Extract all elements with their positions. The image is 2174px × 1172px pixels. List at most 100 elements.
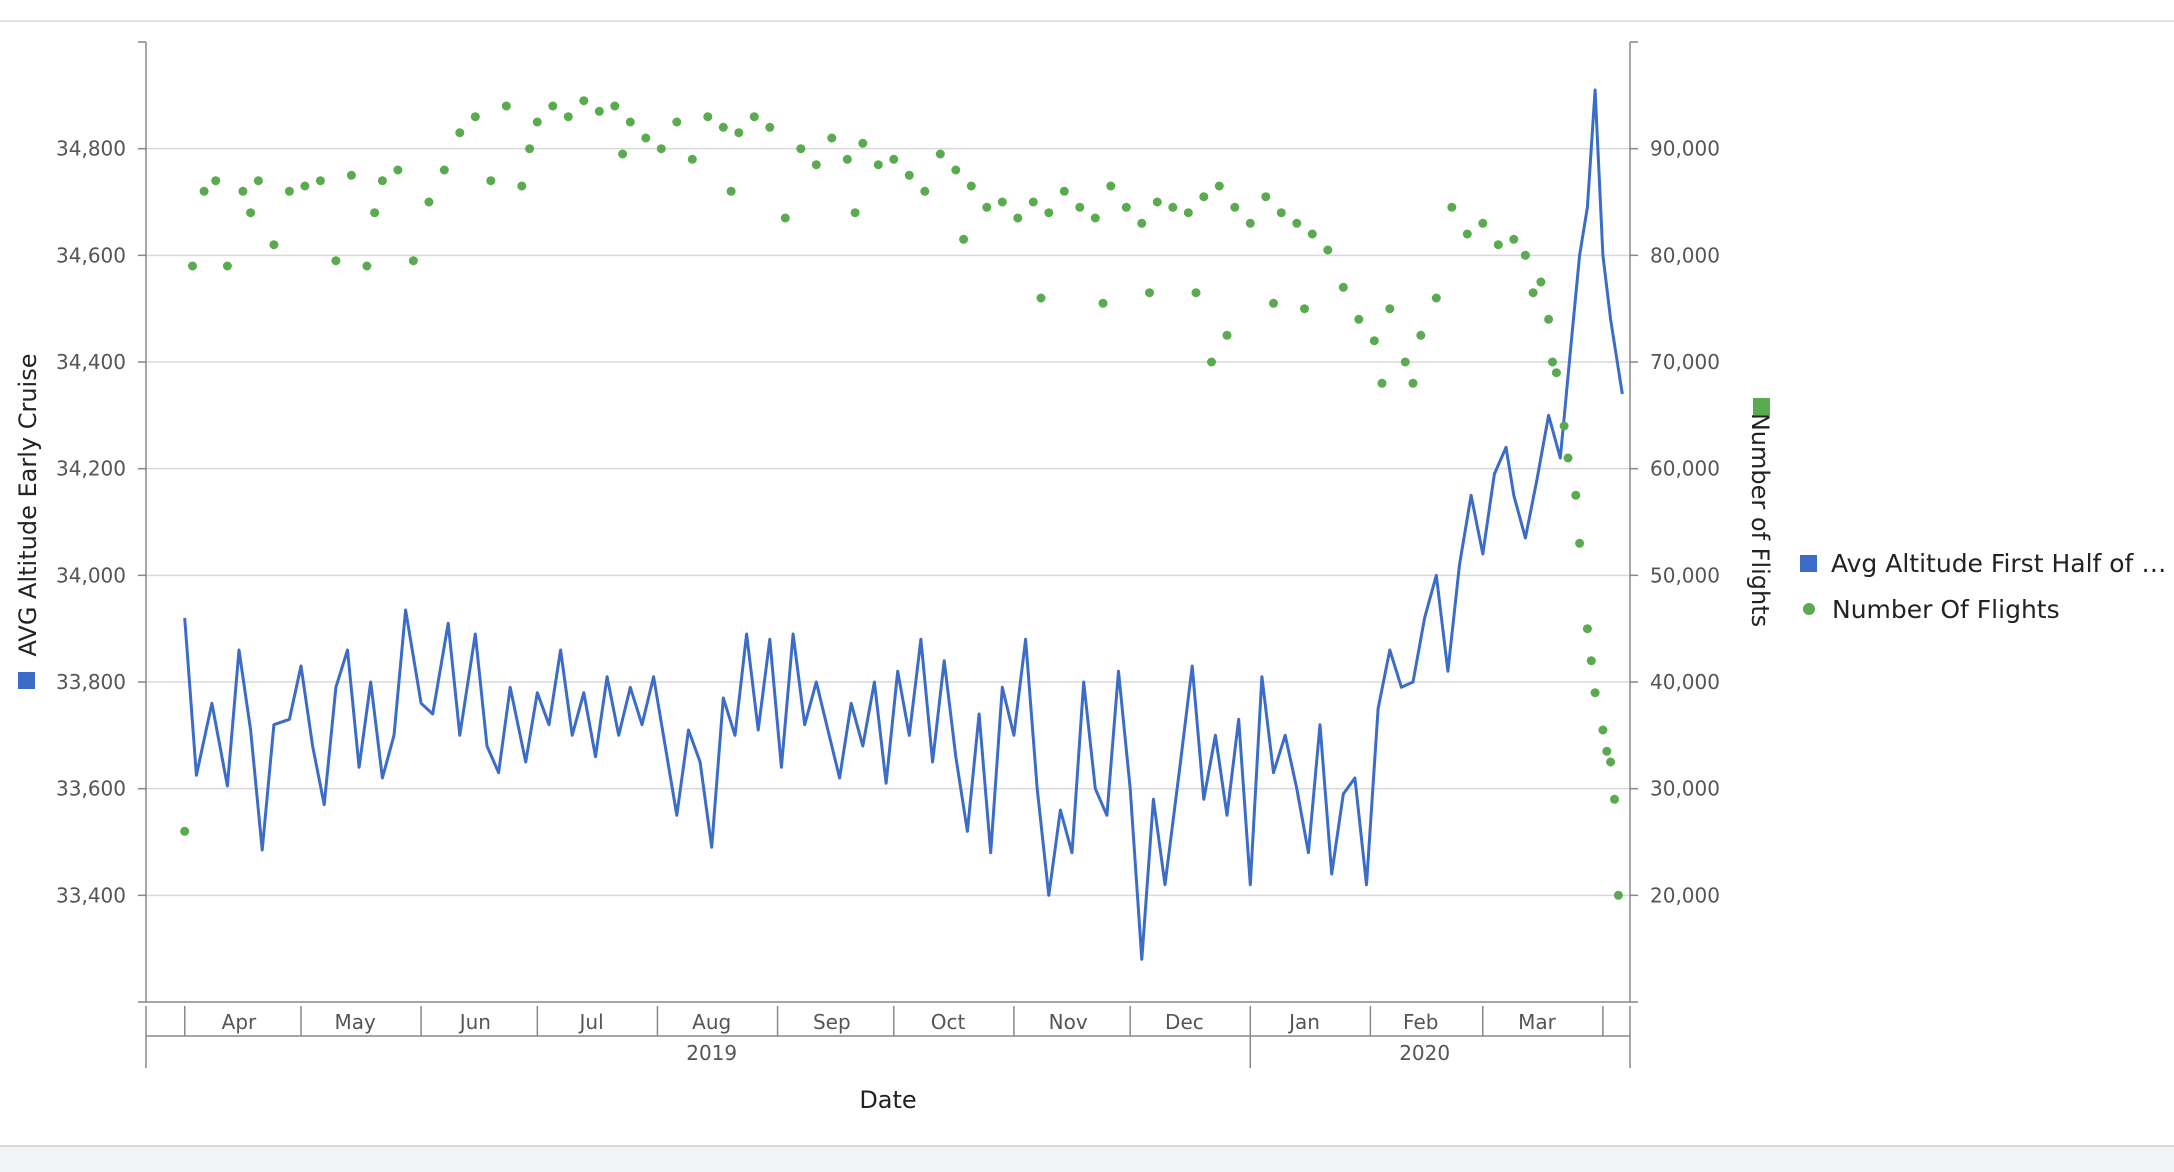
flights-point xyxy=(1598,725,1608,735)
flights-point xyxy=(858,138,868,148)
flights-point xyxy=(1377,378,1387,388)
flights-point xyxy=(180,826,190,836)
flights-point xyxy=(959,234,969,244)
y-right-tick-label: 40,000 xyxy=(1650,670,1720,694)
y-left-tick-label: 34,800 xyxy=(56,137,126,161)
flights-point xyxy=(780,213,790,223)
month-label: Apr xyxy=(222,1010,257,1034)
flights-point xyxy=(1013,213,1023,223)
flights-scatter-series xyxy=(180,96,1623,900)
flights-point xyxy=(1613,890,1623,900)
flights-point xyxy=(1431,293,1441,303)
flights-point xyxy=(362,261,372,271)
legend: Avg Altitude First Half of Cr... Number … xyxy=(1800,540,2171,632)
month-label: Sep xyxy=(813,1010,851,1034)
flights-point xyxy=(525,144,535,154)
flights-point xyxy=(1509,234,1519,244)
flights-point xyxy=(1582,624,1592,634)
flights-point xyxy=(246,208,256,218)
flights-point xyxy=(1106,181,1116,191)
flights-point xyxy=(439,165,449,175)
month-label: May xyxy=(335,1010,377,1034)
flights-point xyxy=(656,144,666,154)
y-left-tick-label: 33,400 xyxy=(56,883,126,907)
month-label: Feb xyxy=(1403,1010,1438,1034)
flights-point xyxy=(1559,421,1569,431)
flights-point xyxy=(1416,330,1426,340)
flights-point xyxy=(1222,330,1232,340)
flights-point xyxy=(982,202,992,212)
flights-point xyxy=(1590,688,1600,698)
flights-point xyxy=(1121,202,1131,212)
flights-point xyxy=(1369,336,1379,346)
flights-point xyxy=(641,133,651,143)
flights-point xyxy=(315,176,325,186)
flights-point xyxy=(517,181,527,191)
flights-point xyxy=(966,181,976,191)
legend-item-altitude[interactable]: Avg Altitude First Half of Cr... xyxy=(1800,540,2171,586)
gridlines xyxy=(146,147,1630,897)
month-label: Jun xyxy=(458,1010,491,1034)
top-divider xyxy=(0,20,2174,22)
altitude-line xyxy=(183,88,1624,961)
flights-point xyxy=(1408,378,1418,388)
flights-point xyxy=(1183,208,1193,218)
flights-point xyxy=(1090,213,1100,223)
legend-swatch-altitude xyxy=(1800,554,1817,572)
y-right-tick-label: 50,000 xyxy=(1650,563,1720,587)
flights-point xyxy=(455,128,465,138)
flights-point xyxy=(1575,538,1585,548)
flights-point xyxy=(548,101,558,111)
legend-item-flights[interactable]: Number Of Flights xyxy=(1800,586,2171,632)
flights-point xyxy=(211,176,221,186)
y-axis-right-title: Number of Flights xyxy=(1746,413,1774,627)
month-label: Nov xyxy=(1049,1010,1088,1034)
y-right-tick-label: 60,000 xyxy=(1650,457,1720,481)
flights-point xyxy=(1059,186,1069,196)
flights-point xyxy=(1168,202,1178,212)
month-label: Mar xyxy=(1518,1010,1557,1034)
flights-point xyxy=(1528,288,1538,298)
flights-point xyxy=(501,101,511,111)
flights-point xyxy=(331,256,341,266)
y-left-tick-label: 34,400 xyxy=(56,350,126,374)
flights-point xyxy=(1230,202,1240,212)
flights-point xyxy=(1323,245,1333,255)
flights-point xyxy=(904,170,914,180)
flights-point xyxy=(1551,368,1561,378)
flights-point xyxy=(1478,218,1488,228)
flights-point xyxy=(672,117,682,127)
legend-dot-flights xyxy=(1803,603,1815,615)
flights-point xyxy=(424,197,434,207)
flights-point xyxy=(749,112,759,122)
flights-point xyxy=(951,165,961,175)
flights-point xyxy=(1307,229,1317,239)
y-axis-right-swatch xyxy=(1753,398,1770,415)
y-axis-left-swatch xyxy=(18,672,35,689)
flights-point xyxy=(873,160,883,170)
flights-point xyxy=(253,176,263,186)
flights-point xyxy=(1462,229,1472,239)
flights-point xyxy=(408,256,418,266)
flights-point xyxy=(238,186,248,196)
bottom-status-bar xyxy=(0,1145,2174,1172)
month-label: Dec xyxy=(1165,1010,1204,1034)
y-left-tick-label: 34,000 xyxy=(56,563,126,587)
flights-point xyxy=(1191,288,1201,298)
month-label: Aug xyxy=(692,1010,731,1034)
month-label: Jul xyxy=(578,1010,604,1034)
flights-point xyxy=(269,240,279,250)
flights-point xyxy=(1145,288,1154,298)
flights-point xyxy=(1028,197,1038,207)
flights-point xyxy=(199,186,209,196)
flights-point xyxy=(532,117,542,127)
flights-point xyxy=(850,208,860,218)
flights-point xyxy=(563,112,573,122)
flights-point xyxy=(1548,357,1557,367)
legend-label-altitude: Avg Altitude First Half of Cr... xyxy=(1831,548,2171,578)
flights-point xyxy=(1563,453,1573,463)
flights-point xyxy=(734,128,744,138)
flights-point xyxy=(370,208,380,218)
flights-point xyxy=(1245,218,1255,228)
y-left-tick-label: 33,800 xyxy=(56,670,126,694)
